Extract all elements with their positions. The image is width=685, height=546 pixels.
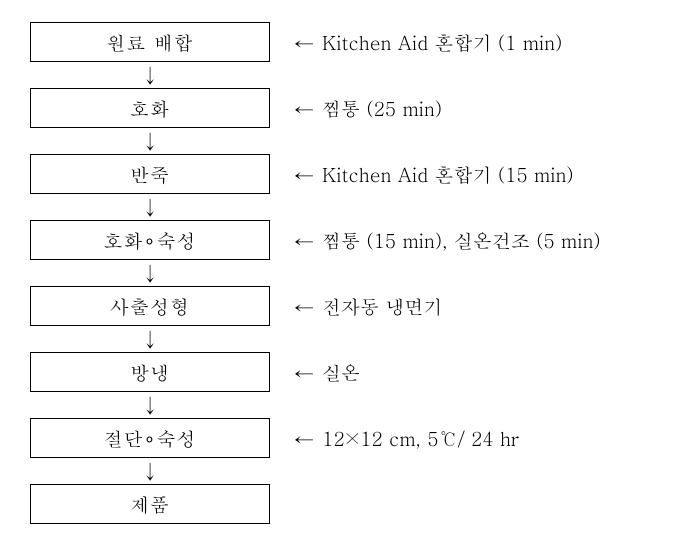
flow-step-box: 사출성형 — [30, 286, 270, 326]
flow-step-box: 제품 — [30, 484, 270, 524]
annotation-text: 12×12 cm, 5℃/ 24 hr — [322, 425, 519, 452]
arrow-left-icon: ← — [294, 160, 314, 189]
annotation-text: Kitchen Aid 혼합기 (1 min) — [322, 29, 562, 56]
flow-step-box: 호화 — [30, 88, 270, 128]
flow-step-label: 반죽 — [130, 161, 170, 188]
annotation-text: 실온 — [322, 359, 360, 386]
arrow-down-icon: ↓ — [143, 329, 158, 349]
arrow-down-container: ↓ — [20, 262, 280, 284]
arrow-down-icon: ↓ — [143, 65, 158, 85]
arrow-left-icon: ← — [294, 94, 314, 123]
arrow-down-icon: ↓ — [143, 131, 158, 151]
flow-step-annotation: ← Kitchen Aid 혼합기 (1 min) — [294, 28, 562, 57]
flow-step-label: 호화 — [130, 95, 170, 122]
flow-step-label: 호화∘숙성 — [104, 227, 197, 254]
annotation-text: 찜통 (15 min), 실온건조 (5 min) — [322, 227, 601, 254]
flow-step-row: 제품 — [20, 482, 685, 526]
annotation-text: 찜통 (25 min) — [322, 95, 442, 122]
arrow-down-container: ↓ — [20, 328, 280, 350]
flow-step-box: 호화∘숙성 — [30, 220, 270, 260]
flow-step-box: 절단∘숙성 — [30, 418, 270, 458]
arrow-down-icon: ↓ — [143, 395, 158, 415]
flow-step-box: 방냉 — [30, 352, 270, 392]
flow-step-box: 반죽 — [30, 154, 270, 194]
arrow-left-icon: ← — [294, 226, 314, 255]
flow-step-label: 제품 — [130, 491, 170, 518]
flow-step-annotation: ← 찜통 (15 min), 실온건조 (5 min) — [294, 226, 601, 255]
arrow-left-icon: ← — [294, 424, 314, 453]
flow-step-row: 원료 배합 ← Kitchen Aid 혼합기 (1 min) — [20, 20, 685, 64]
arrow-left-icon: ← — [294, 292, 314, 321]
flow-step-label: 사출성형 — [110, 293, 190, 320]
flow-step-label: 절단∘숙성 — [104, 425, 197, 452]
flow-step-label: 원료 배합 — [106, 29, 193, 56]
arrow-down-container: ↓ — [20, 64, 280, 86]
flow-step-annotation: ← 전자동 냉면기 — [294, 292, 442, 321]
flow-step-row: 반죽 ← Kitchen Aid 혼합기 (15 min) — [20, 152, 685, 196]
arrow-left-icon: ← — [294, 28, 314, 57]
flowchart-container: 원료 배합 ← Kitchen Aid 혼합기 (1 min) ↓ 호화 ← 찜… — [20, 20, 685, 526]
flow-step-box: 원료 배합 — [30, 22, 270, 62]
arrow-down-container: ↓ — [20, 196, 280, 218]
flow-step-row: 호화 ← 찜통 (25 min) — [20, 86, 685, 130]
arrow-down-icon: ↓ — [143, 263, 158, 283]
flow-step-annotation: ← 실온 — [294, 358, 360, 387]
flow-step-row: 사출성형 ← 전자동 냉면기 — [20, 284, 685, 328]
arrow-down-container: ↓ — [20, 394, 280, 416]
flow-step-row: 방냉 ← 실온 — [20, 350, 685, 394]
flow-step-annotation: ← Kitchen Aid 혼합기 (15 min) — [294, 160, 574, 189]
arrow-down-container: ↓ — [20, 130, 280, 152]
arrow-left-icon: ← — [294, 358, 314, 387]
annotation-text: Kitchen Aid 혼합기 (15 min) — [322, 161, 574, 188]
flow-step-row: 호화∘숙성 ← 찜통 (15 min), 실온건조 (5 min) — [20, 218, 685, 262]
flow-step-annotation: ← 찜통 (25 min) — [294, 94, 442, 123]
arrow-down-container: ↓ — [20, 460, 280, 482]
arrow-down-icon: ↓ — [143, 197, 158, 217]
flow-step-annotation: ← 12×12 cm, 5℃/ 24 hr — [294, 424, 519, 453]
flow-step-row: 절단∘숙성 ← 12×12 cm, 5℃/ 24 hr — [20, 416, 685, 460]
flow-step-label: 방냉 — [130, 359, 170, 386]
annotation-text: 전자동 냉면기 — [322, 293, 442, 320]
arrow-down-icon: ↓ — [143, 461, 158, 481]
